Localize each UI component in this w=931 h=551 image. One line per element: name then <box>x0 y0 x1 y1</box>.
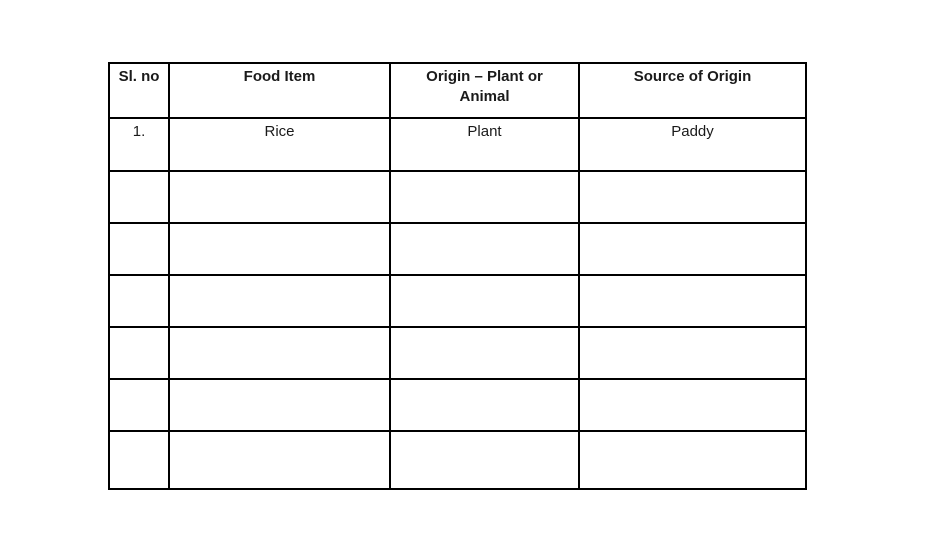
cell-source-of-origin <box>578 326 807 380</box>
table-row: 1. Rice Plant Paddy <box>108 117 807 172</box>
cell-source-of-origin <box>578 222 807 276</box>
cell-food-item <box>168 274 391 328</box>
cell-source-of-origin: Paddy <box>578 117 807 172</box>
cell-sl-no <box>108 170 170 224</box>
cell-origin: Plant <box>389 117 580 172</box>
cell-source-of-origin <box>578 170 807 224</box>
cell-origin <box>389 430 580 490</box>
cell-source-of-origin <box>578 430 807 490</box>
header-cell-food-item: Food Item <box>168 62 391 119</box>
cell-food-item <box>168 222 391 276</box>
cell-sl-no <box>108 378 170 432</box>
cell-sl-no <box>108 430 170 490</box>
cell-sl-no <box>108 326 170 380</box>
cell-food-item <box>168 170 391 224</box>
cell-food-item <box>168 430 391 490</box>
cell-sl-no: 1. <box>108 117 170 172</box>
cell-source-of-origin <box>578 378 807 432</box>
header-origin-label: Origin – Plant or Animal <box>426 68 543 106</box>
header-cell-source-of-origin: Source of Origin <box>578 62 807 119</box>
cell-origin <box>389 222 580 276</box>
header-cell-sl-no: Sl. no <box>108 62 170 119</box>
table-row <box>108 378 807 432</box>
cell-food-item <box>168 326 391 380</box>
table-row <box>108 274 807 328</box>
cell-source-of-origin <box>578 274 807 328</box>
table-row <box>108 326 807 380</box>
cell-sl-no <box>108 222 170 276</box>
cell-origin <box>389 378 580 432</box>
cell-sl-no <box>108 274 170 328</box>
cell-origin <box>389 274 580 328</box>
table-row <box>108 430 807 490</box>
cell-origin <box>389 170 580 224</box>
cell-food-item <box>168 378 391 432</box>
table-header-row: Sl. no Food Item Origin – Plant or Anima… <box>108 62 807 119</box>
header-cell-origin: Origin – Plant or Animal <box>389 62 580 119</box>
food-origin-table: Sl. no Food Item Origin – Plant or Anima… <box>108 62 807 490</box>
table-row <box>108 170 807 224</box>
cell-food-item: Rice <box>168 117 391 172</box>
cell-origin <box>389 326 580 380</box>
table-row <box>108 222 807 276</box>
